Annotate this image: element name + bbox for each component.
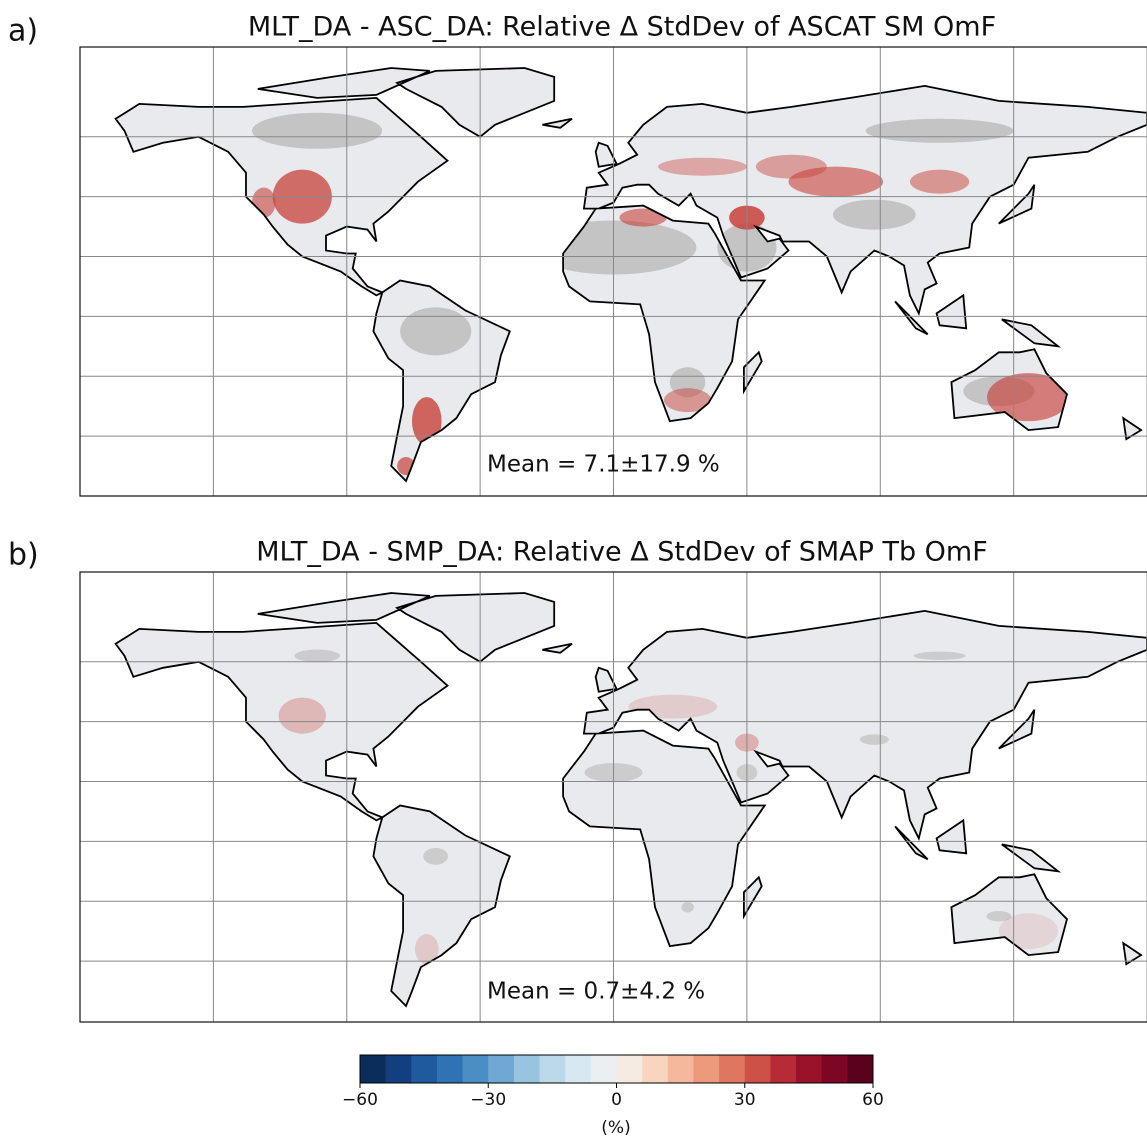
colorbar-bin bbox=[719, 1055, 746, 1083]
colorbar-bin bbox=[616, 1055, 643, 1083]
colorbar-bin bbox=[770, 1055, 797, 1083]
map-panel bbox=[80, 572, 1147, 1022]
mean-annotation: Mean = 0.7±4.2 % bbox=[487, 979, 705, 1005]
colorbar-label: (%) bbox=[601, 1118, 630, 1138]
no-data bbox=[865, 118, 1014, 143]
colorbar-bin bbox=[539, 1055, 566, 1083]
coastline bbox=[114, 592, 1147, 1008]
land bbox=[115, 593, 1147, 1006]
no-data bbox=[681, 901, 694, 913]
colorbar-bin bbox=[796, 1055, 823, 1083]
colorbar-bin bbox=[667, 1055, 694, 1083]
colorbar-bin bbox=[693, 1055, 720, 1083]
panel-title: MLT_DA - ASC_DA: Relative Δ StdDev of AS… bbox=[248, 12, 996, 43]
anomaly bbox=[411, 397, 442, 446]
no-data bbox=[832, 199, 916, 230]
colorbar-tick-label: 0 bbox=[611, 1090, 622, 1110]
no-data bbox=[252, 112, 383, 149]
colorbar-tick-label: −30 bbox=[470, 1090, 506, 1110]
anomaly bbox=[755, 154, 827, 179]
map-frame bbox=[79, 46, 1147, 497]
colorbar-bin bbox=[847, 1055, 874, 1083]
panel-title: MLT_DA - SMP_DA: Relative Δ StdDev of SM… bbox=[256, 537, 988, 568]
land bbox=[115, 68, 1147, 481]
anomaly bbox=[788, 166, 884, 197]
colorbar-bin bbox=[360, 1055, 387, 1083]
colorbar-bin bbox=[411, 1055, 438, 1083]
no-data bbox=[294, 649, 340, 663]
map-panel bbox=[80, 47, 1147, 496]
colorbar-bin bbox=[565, 1055, 592, 1083]
colorbar-bin bbox=[385, 1055, 412, 1083]
anomaly bbox=[909, 169, 970, 194]
no-data bbox=[400, 307, 472, 356]
colorbar-bin bbox=[642, 1055, 669, 1083]
anomaly bbox=[278, 697, 326, 734]
anomaly bbox=[663, 388, 712, 413]
colorbar-tick-label: −60 bbox=[342, 1090, 378, 1110]
no-data bbox=[986, 910, 1012, 922]
panel-label: a) bbox=[8, 14, 38, 49]
panel-label: b) bbox=[8, 538, 39, 573]
colorbar-bin bbox=[462, 1055, 489, 1083]
colorbar-bin bbox=[744, 1055, 771, 1083]
colorbar-bin bbox=[590, 1055, 617, 1083]
coastline bbox=[114, 67, 1147, 483]
mean-annotation: Mean = 7.1±17.9 % bbox=[487, 452, 720, 478]
anomaly bbox=[987, 373, 1070, 422]
colorbar: −60 −30 0 30 60 bbox=[342, 1054, 884, 1110]
colorbar-bin bbox=[513, 1055, 541, 1083]
colorbar-bin bbox=[436, 1055, 464, 1083]
map-frame bbox=[79, 571, 1147, 1023]
no-data bbox=[859, 734, 889, 745]
colorbar-bin bbox=[488, 1055, 515, 1083]
anomaly bbox=[658, 157, 747, 176]
no-data bbox=[913, 651, 966, 661]
colorbar-tick-label: 30 bbox=[734, 1090, 756, 1110]
colorbar-tick-label: 60 bbox=[862, 1090, 884, 1110]
no-data bbox=[423, 847, 449, 865]
colorbar-bin bbox=[821, 1055, 848, 1083]
anomaly bbox=[619, 208, 667, 227]
anomaly bbox=[414, 934, 439, 965]
